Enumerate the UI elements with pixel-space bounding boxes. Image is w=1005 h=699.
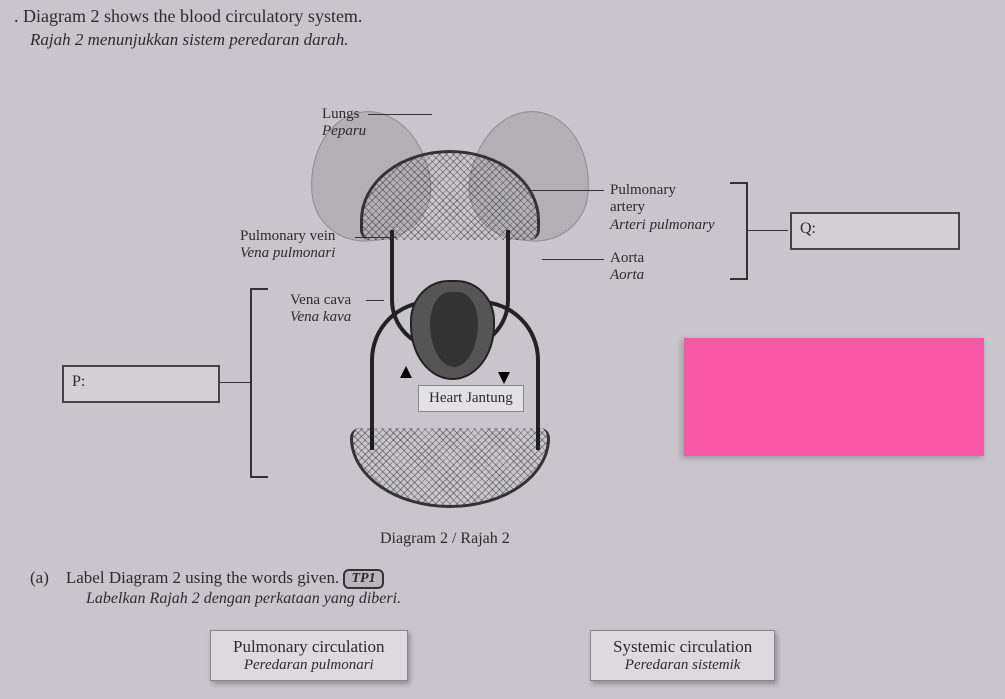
question-intro-en: . Diagram 2 shows the blood circulatory … <box>14 6 362 27</box>
answer-q-label: Q: <box>800 220 816 237</box>
part-a-text-en: (a) Label Diagram 2 using the words give… <box>30 568 384 589</box>
body-capillary-network <box>350 428 550 508</box>
label-pa-my: Arteri pulmonary <box>610 217 715 234</box>
sticky-note <box>684 338 984 456</box>
lead-p <box>218 382 250 383</box>
answer-p-label: P: <box>72 373 85 390</box>
label-pulmonary-artery: Pulmonary artery Arteri pulmonary <box>610 182 715 234</box>
word-pulm-my: Peredaran pulmonari <box>233 657 385 674</box>
label-heart-my: Jantung <box>466 390 513 406</box>
flow-arrow-down <box>498 372 510 384</box>
part-a-text-my: Labelkan Rajah 2 dengan perkataan yang d… <box>86 590 401 608</box>
lead-vc <box>366 300 384 301</box>
label-aorta-en: Aorta <box>610 250 644 266</box>
tp-badge: TP1 <box>343 569 383 589</box>
lead-pv <box>355 237 397 238</box>
circulatory-diagram: Lungs Peparu Pulmonary vein Vena pulmona… <box>0 70 1005 550</box>
label-vc-en: Vena cava <box>290 292 351 308</box>
label-pa-en1: Pulmonary <box>610 182 676 198</box>
label-vena-cava: Vena cava Vena kava <box>290 292 351 327</box>
question-intro-my: Rajah 2 menunjukkan sistem peredaran dar… <box>30 30 349 50</box>
answer-box-q[interactable]: Q: <box>790 212 960 250</box>
label-vc-my: Vena kava <box>290 309 351 326</box>
lead-pa <box>530 190 604 191</box>
label-pa-en2: artery <box>610 199 645 215</box>
lead-aorta <box>542 259 604 260</box>
word-sys-my: Peredaran sistemik <box>613 657 752 674</box>
label-lungs: Lungs Peparu <box>322 106 366 141</box>
bracket-q <box>730 182 748 280</box>
word-pulm-en: Pulmonary circulation <box>233 637 385 656</box>
lead-lungs <box>368 114 432 115</box>
part-a-en: (a) Label Diagram 2 using the words give… <box>30 568 339 587</box>
label-aorta: Aorta Aorta <box>610 250 644 285</box>
label-pulmonary-vein: Pulmonary vein Vena pulmonari <box>240 228 335 263</box>
label-lungs-en: Lungs <box>322 106 360 122</box>
answer-box-p[interactable]: P: <box>62 365 220 403</box>
word-card-systemic[interactable]: Systemic circulation Peredaran sistemik <box>590 630 775 681</box>
bracket-p <box>250 288 268 478</box>
label-heart-en: Heart <box>429 390 462 406</box>
label-pv-en: Pulmonary vein <box>240 228 335 244</box>
lead-q <box>748 230 788 231</box>
label-aorta-my: Aorta <box>610 267 644 284</box>
word-sys-en: Systemic circulation <box>613 637 752 656</box>
flow-arrow-up <box>400 366 412 378</box>
word-card-pulmonary[interactable]: Pulmonary circulation Peredaran pulmonar… <box>210 630 408 681</box>
diagram-caption: Diagram 2 / Rajah 2 <box>380 530 510 548</box>
label-heart: Heart Jantung <box>418 385 524 412</box>
label-lungs-my: Peparu <box>322 123 366 140</box>
label-pv-my: Vena pulmonari <box>240 245 335 262</box>
